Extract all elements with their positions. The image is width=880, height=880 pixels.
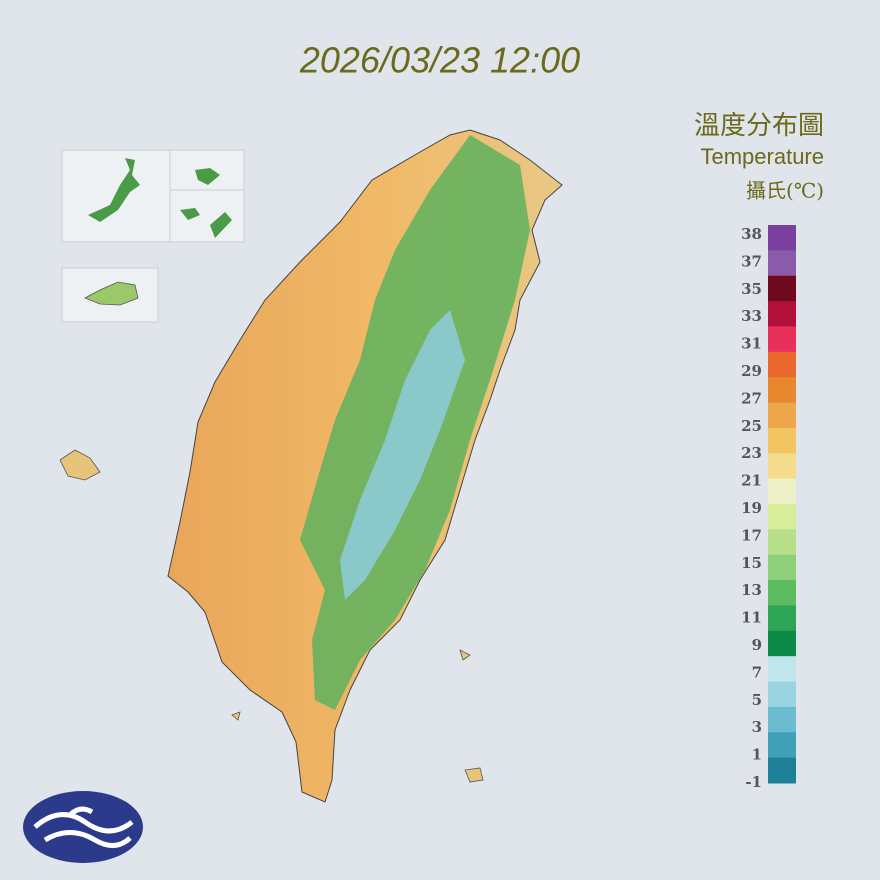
legend-band bbox=[768, 326, 796, 353]
legend-band bbox=[768, 681, 796, 708]
legend-label: 33 bbox=[741, 307, 762, 325]
legend-label: 17 bbox=[741, 526, 762, 544]
legend-band bbox=[768, 580, 796, 606]
legend-label: 7 bbox=[752, 663, 762, 681]
legend-label: 23 bbox=[741, 444, 762, 462]
legend-band bbox=[768, 504, 796, 530]
legend-band bbox=[768, 275, 796, 302]
legend-label: 27 bbox=[741, 389, 762, 407]
legend-band bbox=[768, 351, 796, 378]
island bbox=[231, 649, 484, 783]
island bbox=[195, 168, 220, 185]
legend-band bbox=[768, 301, 796, 327]
legend-subtitle: Temperature bbox=[700, 144, 824, 169]
legend-band bbox=[768, 377, 796, 404]
legend-label: 35 bbox=[741, 280, 762, 298]
timestamp: 2026/03/23 12:00 bbox=[299, 40, 580, 81]
legend-title: 溫度分布圖 bbox=[694, 111, 824, 141]
legend-label: -1 bbox=[745, 773, 762, 791]
legend-band bbox=[768, 225, 796, 251]
legend-label: 21 bbox=[741, 472, 762, 490]
legend-label: 3 bbox=[752, 718, 762, 736]
legend-band bbox=[768, 529, 796, 556]
legend-label: 5 bbox=[752, 691, 762, 709]
legend-band bbox=[768, 757, 796, 784]
legend-unit: 攝氏(℃) bbox=[746, 179, 824, 203]
legend-label: 38 bbox=[741, 225, 762, 243]
island bbox=[88, 158, 140, 222]
island bbox=[59, 449, 101, 481]
legend-label: 37 bbox=[741, 252, 762, 270]
legend-label: 9 bbox=[752, 636, 762, 654]
legend-band bbox=[768, 656, 796, 683]
legend-band bbox=[768, 554, 796, 581]
high-mountain-region bbox=[340, 310, 465, 600]
legend-band bbox=[768, 732, 796, 759]
legend-label: 1 bbox=[752, 746, 762, 764]
legend-band bbox=[768, 706, 796, 733]
legend-band bbox=[768, 402, 796, 429]
legend-label: 15 bbox=[741, 554, 762, 572]
legend-label: 29 bbox=[741, 362, 762, 380]
legend-label: 13 bbox=[741, 581, 762, 599]
legend-band bbox=[768, 605, 796, 632]
legend-label: 31 bbox=[741, 335, 762, 353]
legend-label: 25 bbox=[741, 417, 762, 435]
legend-band bbox=[768, 427, 796, 454]
legend-label: 11 bbox=[741, 609, 762, 627]
legend-band bbox=[768, 250, 796, 277]
island bbox=[180, 208, 232, 238]
legend-label: 19 bbox=[741, 499, 762, 517]
logo-mark bbox=[33, 806, 134, 848]
legend-band bbox=[768, 630, 796, 657]
legend-band bbox=[768, 478, 796, 505]
island bbox=[84, 281, 139, 306]
legend-band bbox=[768, 453, 796, 480]
